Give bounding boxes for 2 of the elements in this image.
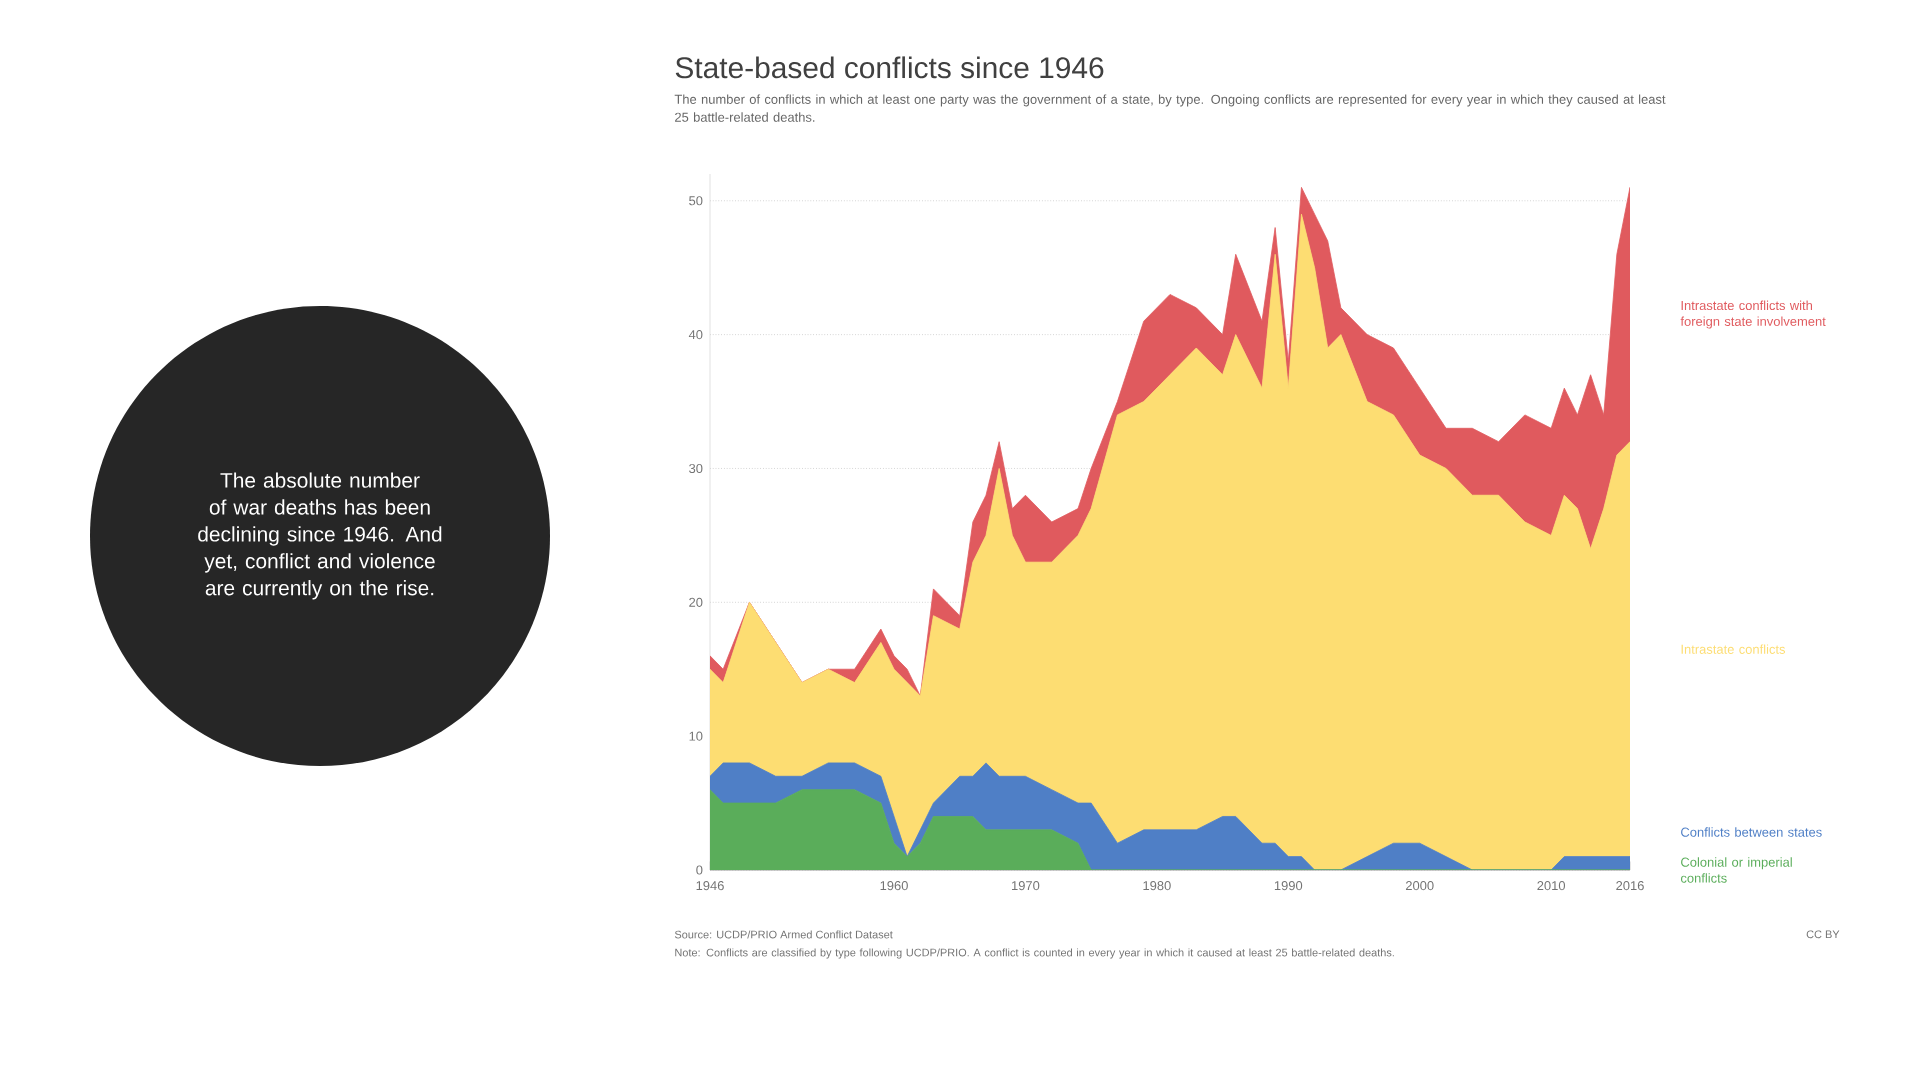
chart-title: State-based conflicts since 1946 xyxy=(675,56,1104,79)
text: The absolute number of war deaths has been declining since 1946. And yet, conflict and violence are currently on the rise. xyxy=(198,472,442,600)
